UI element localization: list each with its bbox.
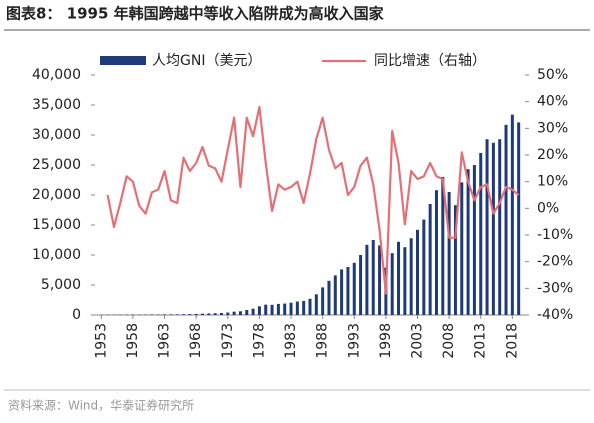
y-tick-label: 40,000 (32, 67, 81, 83)
bar (251, 308, 255, 315)
bar (232, 311, 236, 315)
bar (485, 139, 489, 315)
x-tick-label: 1978 (251, 323, 267, 359)
bar (175, 314, 179, 315)
x-tick-label: 1963 (157, 323, 173, 359)
y2-tick-label: 40% (537, 94, 568, 110)
bar (346, 267, 350, 315)
bar (302, 300, 306, 315)
bar (276, 303, 280, 315)
bar (321, 287, 325, 315)
bar (409, 238, 413, 315)
y-tick-label: 5,000 (41, 277, 81, 293)
bar (201, 313, 204, 315)
bar (245, 310, 249, 315)
bar (327, 280, 331, 315)
x-tick-label: 1988 (315, 323, 331, 359)
bar (422, 219, 426, 315)
bar (453, 205, 457, 315)
legend-swatch (100, 56, 146, 65)
bar (207, 313, 211, 315)
bar (257, 306, 261, 315)
x-tick-label: 1973 (220, 323, 236, 359)
bar (219, 313, 223, 315)
bar (428, 204, 432, 315)
chart-title: 图表8： 1995 年韩国跨越中等收入陷阱成为高收入国家 (6, 5, 384, 23)
bar (416, 229, 419, 315)
bar (359, 255, 363, 315)
bar (283, 303, 287, 315)
legend-label: 人均GNI（美元） (152, 53, 261, 69)
bar (447, 192, 451, 315)
bar (270, 304, 274, 315)
bar (163, 314, 167, 315)
bar (213, 313, 217, 315)
bar (238, 311, 242, 315)
y2-tick-label: 0% (537, 200, 559, 216)
bar (150, 314, 154, 315)
bar (472, 165, 476, 315)
bar (403, 247, 407, 315)
y-tick-label: 15,000 (32, 217, 81, 233)
x-tick-label: 2013 (473, 323, 489, 359)
y-tick-label: 0 (72, 307, 81, 323)
bar (378, 245, 382, 315)
bar (352, 262, 356, 315)
bar (441, 177, 445, 315)
y-tick-label: 10,000 (32, 247, 81, 263)
bar (434, 190, 438, 315)
x-tick-label: 1993 (346, 323, 362, 359)
x-tick-label: 1998 (378, 323, 394, 359)
bar (510, 114, 514, 315)
bar (314, 294, 318, 315)
source-note: 资料来源：Wind，华泰证券研究所 (8, 398, 194, 413)
bar (340, 269, 344, 315)
bar (295, 301, 299, 315)
bar (504, 124, 508, 315)
y-tick-label: 35,000 (32, 97, 81, 113)
bar (491, 142, 495, 315)
y2-tick-label: -30% (537, 280, 573, 296)
bar (289, 302, 293, 315)
legend-label: 同比增速（右轴） (374, 53, 486, 69)
bar (466, 169, 470, 315)
bar (264, 304, 268, 315)
bar (194, 313, 198, 315)
bar (169, 314, 173, 315)
bar (371, 240, 375, 315)
y2-tick-label: 10% (537, 174, 568, 190)
y-tick-label: 20,000 (32, 187, 81, 203)
x-tick-label: 2003 (410, 323, 426, 359)
x-tick-label: 1958 (125, 323, 141, 359)
y-tick-label: 25,000 (32, 157, 81, 173)
bar (188, 314, 192, 315)
y2-tick-label: -10% (537, 227, 573, 243)
bar (460, 182, 464, 315)
y2-tick-label: 20% (537, 147, 568, 163)
y2-tick-label: 50% (537, 67, 568, 83)
x-tick-label: 1968 (188, 323, 204, 359)
bar (365, 244, 369, 315)
y-tick-label: 30,000 (32, 127, 81, 143)
x-tick-label: 2018 (504, 323, 520, 359)
bar (226, 312, 230, 315)
bar (333, 275, 337, 315)
y2-tick-label: 30% (537, 120, 568, 136)
x-tick-label: 1983 (283, 323, 299, 359)
y2-tick-label: -20% (537, 254, 573, 270)
bar (156, 314, 160, 315)
bar (308, 298, 312, 315)
bar (517, 122, 521, 316)
bar (397, 241, 401, 315)
x-tick-label: 2008 (441, 323, 457, 359)
bar (479, 153, 483, 315)
bar (182, 314, 186, 315)
growth-line (106, 105, 520, 295)
x-tick-label: 1953 (93, 323, 109, 359)
bar (498, 139, 502, 315)
y2-tick-label: -40% (537, 307, 573, 323)
bar (390, 253, 394, 315)
